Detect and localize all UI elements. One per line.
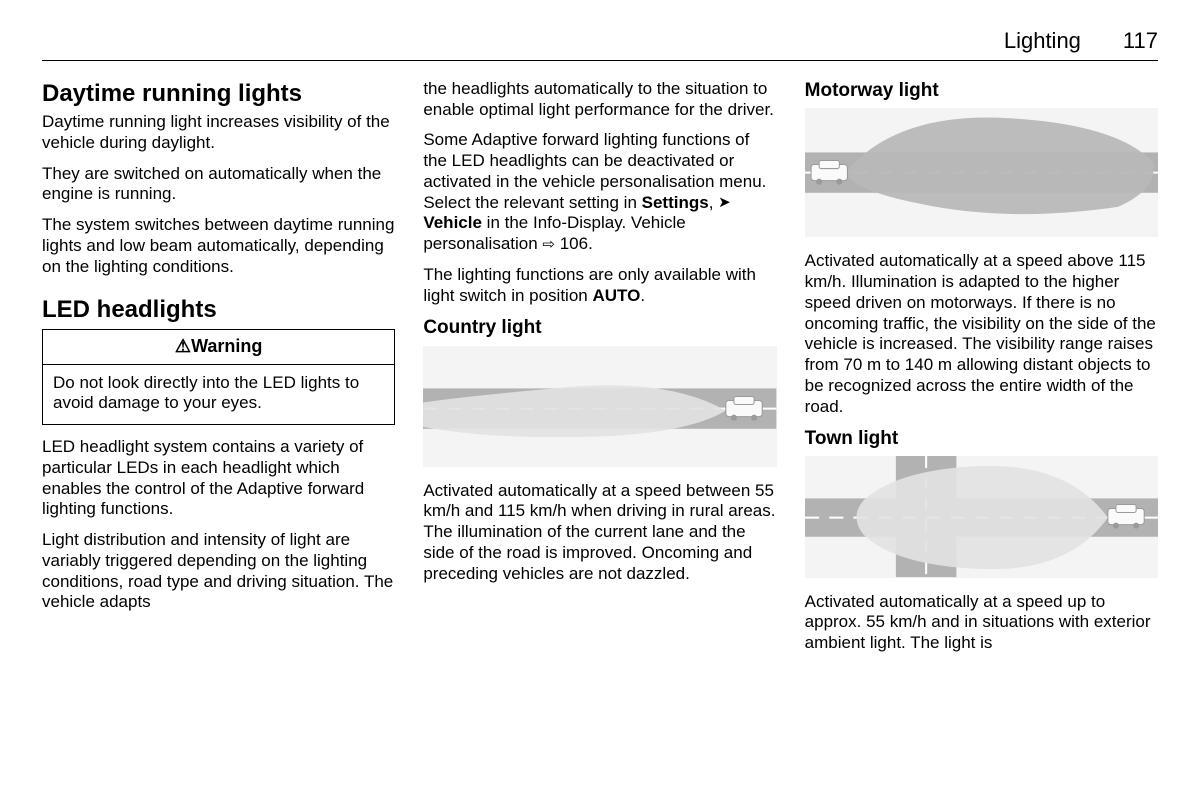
paragraph: LED headlight system contains a variety … xyxy=(42,437,395,520)
menu-arrow-icon: ➤ xyxy=(718,194,731,212)
paragraph: Activated automatically at a speed betwe… xyxy=(423,481,776,585)
heading-town-light: Town light xyxy=(805,427,1158,450)
car-icon xyxy=(726,396,762,420)
paragraph: The system switches between daytime runn… xyxy=(42,215,395,277)
heading-country-light: Country light xyxy=(423,316,776,339)
page-reference: 106. xyxy=(555,234,593,253)
text-run: , xyxy=(709,193,718,212)
paragraph: the headlights automatically to the situ… xyxy=(423,79,776,120)
auto-label: AUTO xyxy=(592,286,640,305)
country-light-diagram xyxy=(423,346,776,467)
warning-title: ⚠Warning xyxy=(43,330,394,365)
text-run: The lighting functions are only availabl… xyxy=(423,265,756,305)
page-header: Lighting 117 xyxy=(42,28,1158,61)
header-page-number: 117 xyxy=(1123,28,1158,54)
header-section: Lighting xyxy=(1004,28,1081,54)
heading-led-headlights: LED headlights xyxy=(42,295,395,324)
column-3: Motorway light Activated automatically a… xyxy=(805,79,1158,664)
warning-box: ⚠Warning Do not look directly into the L… xyxy=(42,329,395,425)
paragraph: Some Adaptive forward lighting functions… xyxy=(423,130,776,254)
town-light-diagram xyxy=(805,456,1158,577)
car-icon xyxy=(811,161,847,185)
column-2: the headlights automatically to the situ… xyxy=(423,79,776,664)
manual-page: Lighting 117 Daytime running lights Dayt… xyxy=(0,0,1200,802)
heading-daytime-running-lights: Daytime running lights xyxy=(42,79,395,108)
paragraph: Activated automatically at a speed above… xyxy=(805,251,1158,417)
paragraph: Daytime running light increases visibili… xyxy=(42,112,395,153)
text-run: . xyxy=(640,286,645,305)
warning-icon: ⚠ xyxy=(175,336,191,356)
warning-label: Warning xyxy=(191,336,262,356)
vehicle-label: Vehicle xyxy=(423,213,482,232)
column-1: Daytime running lights Daytime running l… xyxy=(42,79,395,664)
paragraph: Light distribution and intensity of ligh… xyxy=(42,530,395,613)
warning-body: Do not look directly into the LED lights… xyxy=(43,365,394,424)
motorway-light-diagram xyxy=(805,108,1158,237)
cross-reference-icon: ⇨ xyxy=(542,236,555,254)
heading-motorway-light: Motorway light xyxy=(805,79,1158,102)
content-columns: Daytime running lights Daytime running l… xyxy=(42,79,1158,664)
paragraph: The lighting functions are only availabl… xyxy=(423,265,776,306)
settings-label: Settings xyxy=(642,193,709,212)
paragraph: Activated automatically at a speed up to… xyxy=(805,592,1158,654)
paragraph: They are switched on automatically when … xyxy=(42,164,395,205)
car-icon xyxy=(1108,505,1144,529)
